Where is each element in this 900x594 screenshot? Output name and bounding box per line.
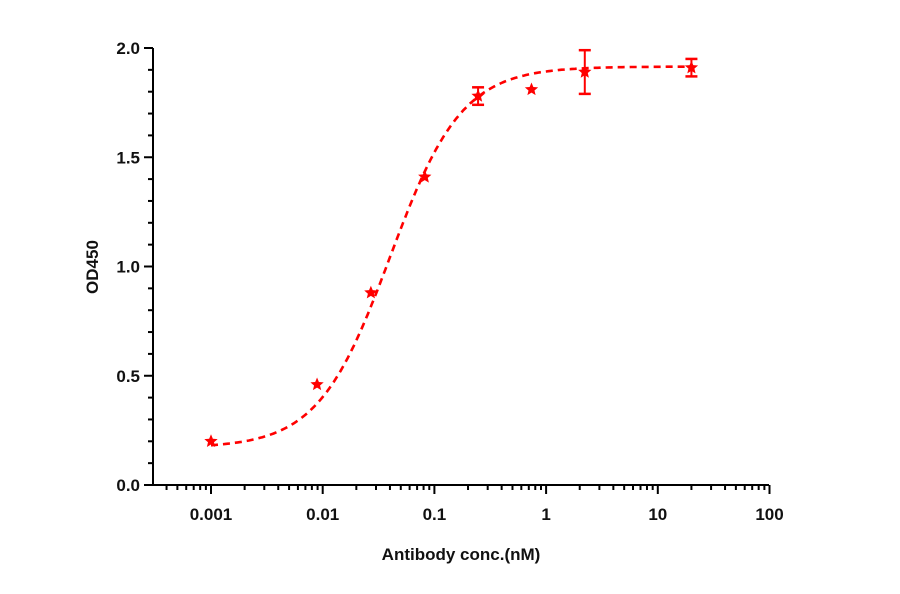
y-tick-label: 1.0 [116,258,140,277]
y-tick-label: 1.5 [116,148,140,167]
data-point [364,285,378,299]
data-point [684,57,699,78]
star-marker-icon [684,60,699,74]
data-point [578,48,592,96]
y-axis-title: OD450 [83,240,102,294]
y-tick-label: 2.0 [116,39,140,58]
data-point [471,86,485,107]
star-marker-icon [204,434,218,447]
x-tick-label: 0.001 [190,505,233,524]
star-marker-icon [364,285,378,299]
x-axis-title: Antibody conc.(nM) [382,545,541,564]
x-tick-label: 0.01 [306,505,339,524]
star-marker-icon [578,65,592,78]
star-marker-icon [310,377,324,391]
y-tick-label: 0.5 [116,367,140,386]
y-tick-label: 0.0 [116,476,140,495]
data-points [204,48,699,447]
data-point [310,377,324,391]
x-tick-label: 100 [755,505,783,524]
data-point [524,82,539,96]
fit-curve [210,65,692,447]
axes: 0.0 0.5 1.0 1.5 2.0 0.001 0.01 0.1 1 10 100 [116,39,783,524]
fit-curve-path [210,65,692,447]
x-tick-label: 0.1 [423,505,447,524]
star-marker-icon [471,89,485,102]
x-tick-label: 10 [648,505,667,524]
data-point [204,434,218,447]
star-marker-icon [524,82,539,96]
data-point [418,169,432,183]
x-tick-label: 1 [541,505,550,524]
star-marker-icon [418,169,432,183]
